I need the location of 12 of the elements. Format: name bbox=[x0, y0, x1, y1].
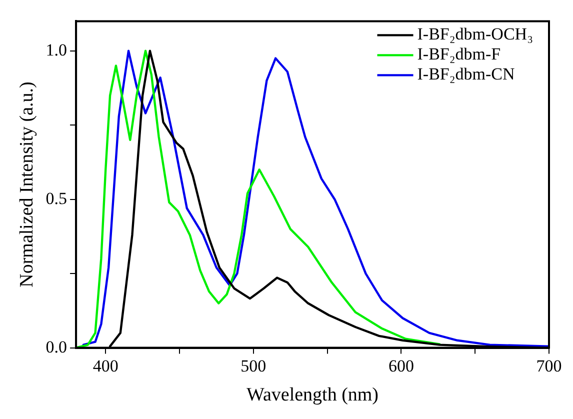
x-tick-label: 400 bbox=[92, 356, 118, 376]
y-tick-label: 0.0 bbox=[46, 337, 68, 356]
y-tick-label: 0.5 bbox=[46, 188, 68, 208]
y-tick-label: 1.0 bbox=[46, 40, 68, 60]
x-tick-label: 600 bbox=[388, 356, 414, 376]
x-tick-label: 700 bbox=[536, 356, 562, 376]
legend-label: I-BF₂dbm-F bbox=[417, 44, 501, 64]
legend-label: I-BF₂dbm-CN bbox=[417, 64, 515, 84]
x-axis-title: Wavelength (nm) bbox=[246, 384, 378, 406]
x-tick-label: 500 bbox=[240, 356, 266, 376]
y-axis-title: Normalized Intensity (a.u.) bbox=[16, 82, 38, 288]
legend-label: I-BF₂dbm-OCH₃ bbox=[417, 24, 534, 44]
